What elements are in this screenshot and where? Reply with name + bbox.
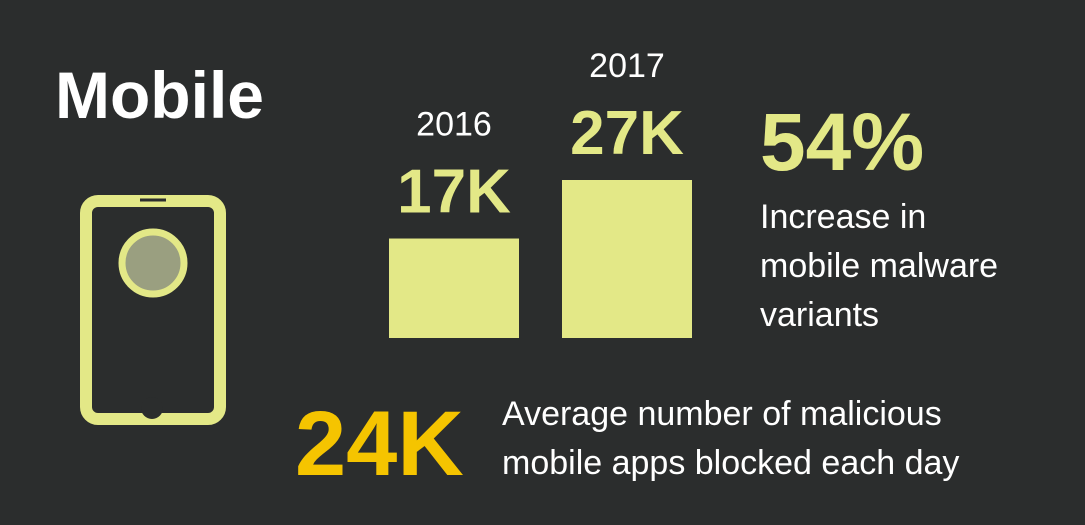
- bar-value-label: 27K: [570, 99, 684, 168]
- bar-value-label: 17K: [397, 158, 511, 227]
- stat-description: Increase in: [760, 198, 926, 236]
- stat-description: mobile malware: [760, 247, 998, 285]
- title: Mobile: [55, 58, 264, 132]
- stat-description: mobile apps blocked each day: [502, 444, 959, 482]
- category-label: 2016: [416, 106, 492, 144]
- bar: [562, 180, 692, 338]
- category-label: 2017: [589, 47, 665, 85]
- stat-value: 54%: [760, 97, 924, 188]
- stat-description: Average number of malicious: [502, 395, 942, 433]
- phone-camera: [118, 228, 188, 298]
- stat-description: variants: [760, 296, 879, 334]
- phone-icon: [80, 195, 226, 425]
- phone-button: [141, 397, 163, 419]
- stat-value: 24K: [295, 393, 464, 495]
- bar: [389, 238, 519, 338]
